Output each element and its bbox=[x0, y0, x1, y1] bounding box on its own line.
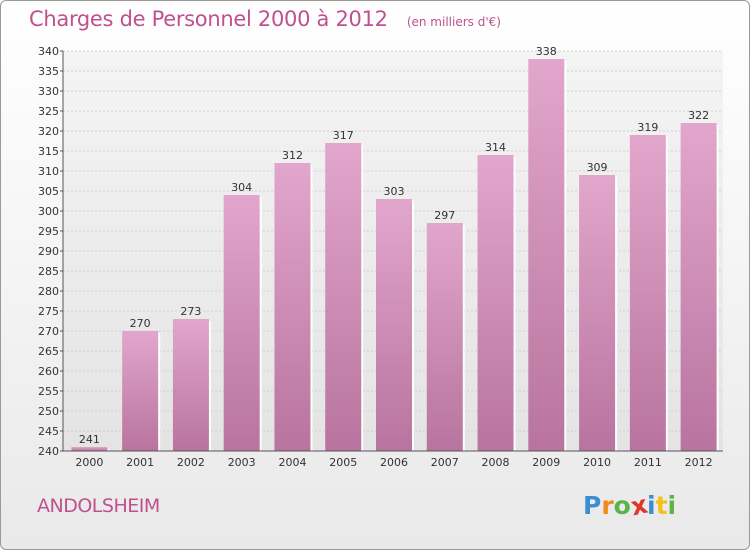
bar-2003 bbox=[223, 195, 260, 451]
bar-2012 bbox=[680, 123, 717, 451]
data-label-2010: 309 bbox=[587, 161, 608, 174]
y-tick-label: 240 bbox=[38, 445, 59, 458]
y-tick-label: 290 bbox=[38, 245, 59, 258]
y-tick-label: 335 bbox=[38, 65, 59, 78]
logo-letter: o bbox=[613, 491, 631, 520]
bar-2004 bbox=[274, 163, 311, 451]
x-tick-label-2004: 2004 bbox=[278, 456, 306, 469]
data-label-2004: 312 bbox=[282, 149, 303, 162]
x-tick-label-2005: 2005 bbox=[329, 456, 357, 469]
x-tick-label-2001: 2001 bbox=[126, 456, 154, 469]
y-tick-label: 285 bbox=[38, 265, 59, 278]
bar-2002 bbox=[172, 319, 209, 451]
bar-2009 bbox=[528, 59, 565, 451]
bar-2008 bbox=[477, 155, 514, 451]
data-label-2012: 322 bbox=[688, 109, 709, 122]
data-label-2000: 241 bbox=[79, 433, 100, 446]
data-label-2009: 338 bbox=[536, 45, 557, 58]
data-label-2003: 304 bbox=[231, 181, 252, 194]
y-tick-label: 320 bbox=[38, 125, 59, 138]
data-label-2006: 303 bbox=[384, 185, 405, 198]
x-tick-label-2010: 2010 bbox=[583, 456, 611, 469]
y-tick-label: 255 bbox=[38, 385, 59, 398]
bar-2006 bbox=[376, 199, 412, 451]
data-label-2011: 319 bbox=[637, 121, 658, 134]
x-tick-label-2012: 2012 bbox=[685, 456, 713, 469]
y-axis-ticks: 240 245 250 255 260 265 270 275 280 285 290 295 300 3… bbox=[38, 45, 723, 458]
x-axis-ticks: 2000 2001 2002 2003 2004 2005 2006 2007 2008 2009… bbox=[75, 456, 712, 469]
y-tick-label: 245 bbox=[38, 425, 59, 438]
y-tick-label: 340 bbox=[38, 45, 59, 58]
y-tick-label: 270 bbox=[38, 325, 59, 338]
logo-letter: P bbox=[583, 491, 602, 520]
commune-name: ANDOLSHEIM bbox=[37, 495, 160, 517]
x-tick-label-2002: 2002 bbox=[177, 456, 205, 469]
y-tick-label: 315 bbox=[38, 145, 59, 158]
data-label-2001: 270 bbox=[130, 317, 151, 330]
x-tick-label-2009: 2009 bbox=[532, 456, 560, 469]
y-tick-label: 295 bbox=[38, 225, 59, 238]
x-tick-label-2003: 2003 bbox=[228, 456, 256, 469]
chart-subtitle: (en milliers d'€) bbox=[406, 15, 501, 29]
y-tick-label: 300 bbox=[38, 205, 59, 218]
data-labels: 241 270 273 304 312 317 303 297 314 338 309 319 322 bbox=[79, 45, 709, 446]
logo-letter: i bbox=[647, 491, 656, 520]
x-tick-label-2006: 2006 bbox=[380, 456, 408, 469]
y-tick-label: 280 bbox=[38, 285, 59, 298]
y-tick-label: 275 bbox=[38, 305, 59, 318]
y-tick-label: 325 bbox=[38, 105, 59, 118]
data-label-2005: 317 bbox=[333, 129, 354, 142]
bar-2005 bbox=[325, 143, 362, 451]
y-tick-label: 260 bbox=[38, 365, 59, 378]
data-label-2008: 314 bbox=[485, 141, 506, 154]
logo-letter: t bbox=[655, 491, 668, 520]
bars bbox=[71, 59, 719, 451]
y-tick-label: 330 bbox=[38, 85, 59, 98]
y-tick-label: 310 bbox=[38, 165, 59, 178]
logo-letter: i bbox=[667, 491, 677, 520]
x-tick-label-2011: 2011 bbox=[634, 456, 662, 469]
chart-title: Charges de Personnel 2000 à 2012 bbox=[29, 7, 388, 31]
logo-letter: r bbox=[601, 491, 614, 520]
bar-2010 bbox=[579, 175, 616, 451]
data-label-2002: 273 bbox=[180, 305, 201, 318]
y-tick-label: 305 bbox=[38, 185, 59, 198]
y-tick-label: 265 bbox=[38, 345, 59, 358]
bar-2000 bbox=[71, 447, 108, 451]
title-row: Charges de Personnel 2000 à 2012 (en mil… bbox=[29, 7, 501, 31]
x-tick-label-2000: 2000 bbox=[75, 456, 103, 469]
x-tick-label-2007: 2007 bbox=[431, 456, 459, 469]
bar-2011 bbox=[629, 135, 666, 451]
bar-2001 bbox=[122, 331, 159, 451]
y-tick-label: 250 bbox=[38, 405, 59, 418]
bar-2007 bbox=[426, 223, 463, 451]
data-label-2007: 297 bbox=[434, 209, 455, 222]
proxiti-logo[interactable]: Proxiti bbox=[583, 490, 677, 522]
x-tick-label-2008: 2008 bbox=[482, 456, 510, 469]
